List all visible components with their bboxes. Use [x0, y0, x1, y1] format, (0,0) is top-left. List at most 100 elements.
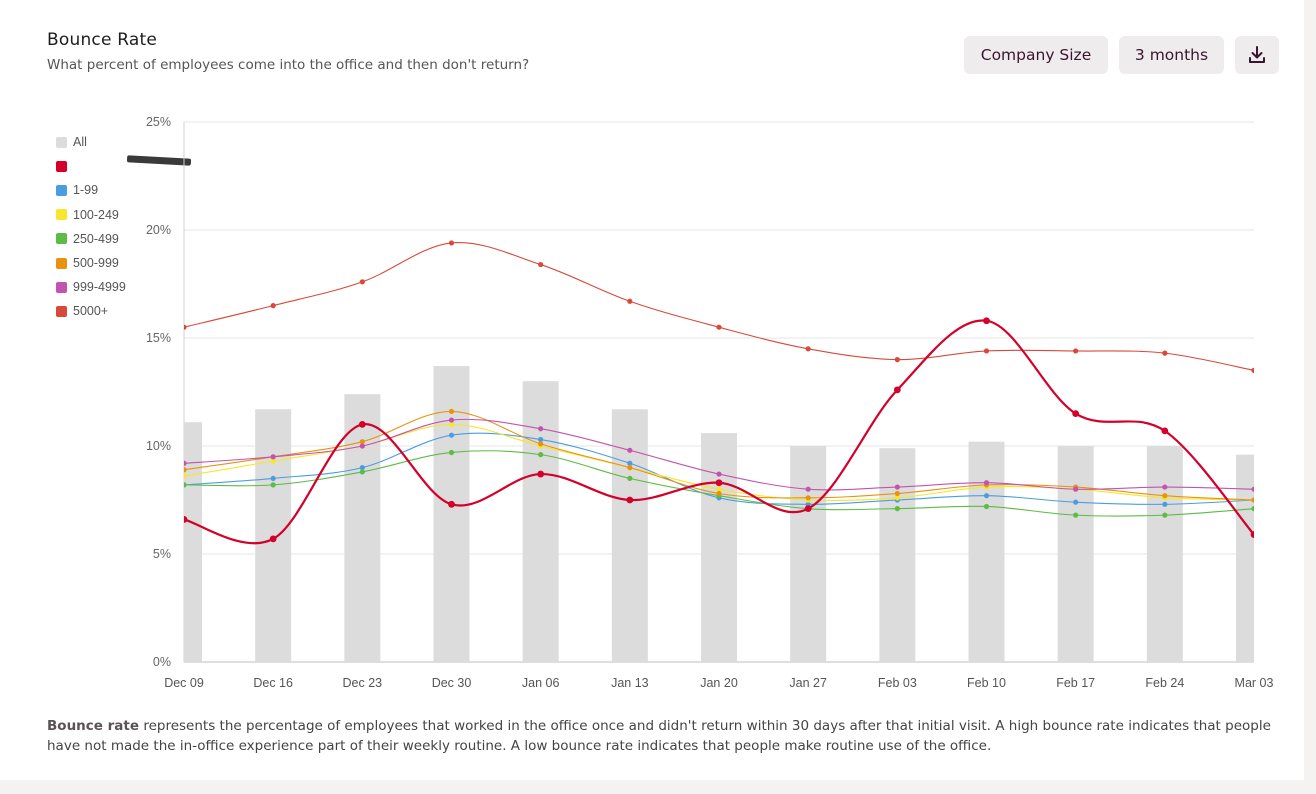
data-point — [983, 493, 990, 499]
data-point — [804, 505, 812, 513]
series-line — [184, 242, 1254, 371]
company-size-button[interactable]: Company Size — [964, 36, 1108, 74]
data-point — [894, 495, 900, 501]
legend-item[interactable]: 500-999 — [56, 251, 140, 275]
data-point — [184, 467, 187, 473]
data-point — [184, 473, 187, 479]
data-point — [716, 324, 722, 330]
data-point — [894, 357, 900, 363]
chart-description: Bounce rate represents the percentage of… — [47, 716, 1277, 756]
legend-item[interactable]: All — [56, 130, 140, 154]
data-point — [627, 298, 633, 304]
data-point — [1251, 486, 1254, 492]
data-point — [358, 421, 366, 428]
legend-item[interactable]: 1-99 — [56, 178, 140, 202]
data-point — [184, 516, 188, 523]
legend-item[interactable]: 5000+ — [56, 299, 140, 323]
legend-label: 500-999 — [73, 256, 119, 271]
data-point — [894, 490, 900, 497]
legend-label: 5000+ — [73, 304, 109, 319]
x-tick-label: Jan 06 — [522, 676, 560, 690]
data-point — [715, 479, 723, 487]
line-series — [184, 317, 1254, 545]
bar-all — [1146, 446, 1183, 662]
data-point — [894, 484, 900, 490]
data-point — [1251, 506, 1254, 512]
data-point — [894, 506, 900, 512]
legend-swatch — [56, 209, 67, 221]
bounce-rate-card: Bounce Rate What percent of employees co… — [0, 0, 1304, 780]
legend-item[interactable]: 250-499 — [56, 227, 140, 251]
legend-swatch — [56, 136, 67, 148]
x-tick-label: Jan 27 — [789, 676, 827, 690]
x-tick-label: Dec 30 — [432, 676, 472, 690]
data-point — [716, 490, 722, 497]
download-icon — [1249, 46, 1265, 63]
line-series — [184, 240, 1254, 373]
legend-item[interactable] — [56, 154, 140, 178]
legend-item[interactable]: 999-4999 — [56, 275, 140, 299]
legend-swatch — [56, 233, 67, 245]
data-point — [270, 475, 276, 481]
data-point — [1073, 348, 1079, 354]
data-point — [359, 443, 365, 449]
x-tick-label: Dec 23 — [343, 676, 383, 690]
x-tick-label: Dec 16 — [253, 676, 293, 690]
data-point — [538, 436, 544, 443]
data-point — [627, 465, 633, 471]
data-point — [538, 441, 544, 447]
data-point — [270, 454, 276, 460]
data-point — [359, 439, 365, 445]
data-point — [805, 495, 811, 501]
data-point — [1161, 427, 1169, 435]
data-point — [1162, 493, 1168, 499]
data-point — [448, 500, 455, 508]
x-tick-label: Feb 24 — [1145, 676, 1184, 690]
data-point — [1072, 410, 1080, 417]
data-point — [983, 480, 990, 486]
legend-swatch — [56, 184, 67, 196]
data-point — [983, 503, 990, 510]
bar-all — [522, 381, 559, 662]
data-point — [627, 475, 633, 481]
legend-swatch — [56, 160, 67, 172]
legend-item[interactable]: 100-249 — [56, 203, 140, 227]
data-point — [1251, 367, 1254, 373]
legend-swatch — [56, 281, 67, 293]
data-point — [1162, 350, 1168, 356]
data-point — [1073, 486, 1079, 492]
data-point — [626, 496, 634, 504]
data-point — [359, 465, 365, 471]
page-subtitle: What percent of employees come into the … — [47, 57, 530, 73]
legend-label: 999-4999 — [73, 280, 126, 295]
time-range-button[interactable]: 3 months — [1119, 36, 1224, 74]
data-point — [1073, 499, 1079, 505]
x-tick-label: Jan 20 — [700, 676, 738, 690]
data-point — [716, 486, 722, 492]
page-title: Bounce Rate — [47, 30, 158, 50]
bar-all — [879, 448, 916, 662]
data-point — [269, 535, 277, 543]
data-point — [537, 470, 545, 478]
bounce-rate-chart: 0% 5% 10% 15% 20% 25% Dec 09 Dec 16 Dec 23 Dec 30… — [146, 115, 1274, 690]
data-point — [448, 240, 455, 246]
line-series — [184, 417, 1254, 492]
data-point — [270, 482, 276, 488]
data-point — [1162, 501, 1168, 507]
legend-label: All — [73, 135, 87, 150]
data-point — [1162, 512, 1168, 518]
data-point — [627, 460, 633, 466]
legend-swatch — [56, 257, 67, 269]
data-point — [805, 346, 811, 352]
download-button[interactable] — [1235, 36, 1279, 74]
x-tick-label: Dec 09 — [164, 676, 204, 690]
bar-all — [184, 422, 202, 662]
data-point — [716, 471, 722, 477]
data-point — [1251, 497, 1254, 503]
y-tick-label: 5% — [153, 547, 171, 561]
x-tick-label: Mar 03 — [1235, 676, 1274, 690]
data-point — [538, 452, 544, 458]
bar-all — [433, 366, 470, 662]
y-tick-label: 20% — [146, 223, 171, 237]
legend-label: 250-499 — [73, 231, 119, 246]
